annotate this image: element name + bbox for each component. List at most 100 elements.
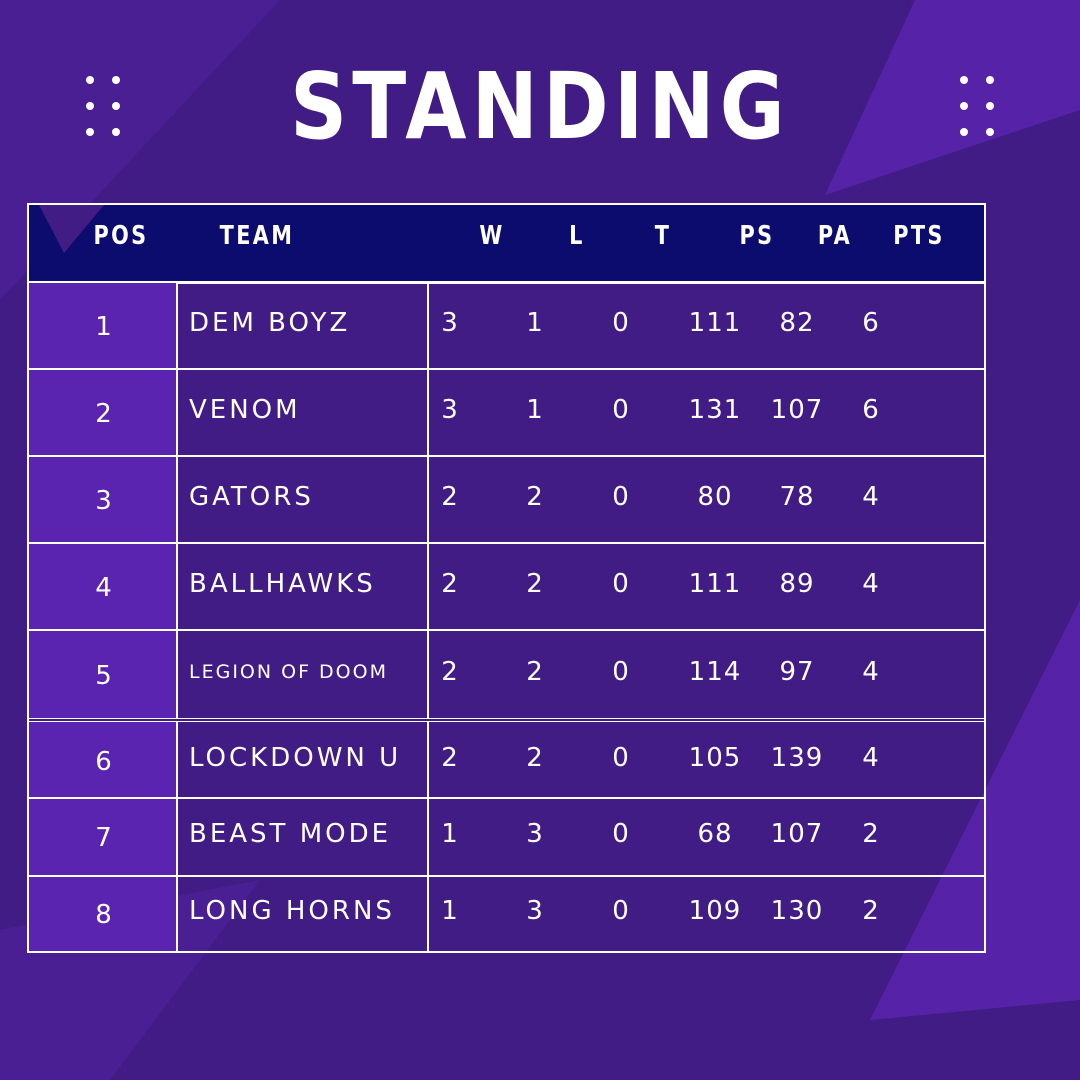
header-notch-shape [29, 205, 139, 253]
team-name-cell: BALLHAWKS [189, 569, 376, 599]
position-cell: 3 [95, 486, 113, 516]
position-cell: 4 [95, 573, 113, 603]
pa-cell: 82 [779, 308, 815, 338]
position-cell-background [29, 283, 176, 368]
position-cell-background [29, 722, 176, 797]
l-cell: 2 [526, 569, 544, 599]
team-name-cell: LEGION OF DOOM [189, 661, 388, 683]
position-cell: 1 [95, 312, 113, 342]
pts-cell: 4 [862, 569, 880, 599]
pts-cell: 2 [862, 896, 880, 926]
ps-cell: 114 [688, 657, 742, 687]
w-cell: 2 [441, 482, 459, 512]
w-cell: 2 [441, 657, 459, 687]
column-divider [176, 544, 178, 629]
position-cell-background [29, 877, 176, 951]
table-row: 6 LOCKDOWN U 2 2 0 105 139 4 [29, 718, 984, 797]
bg-triangle-bottom-right [870, 600, 1080, 1020]
column-divider [176, 370, 178, 455]
column-header-pts: PTS [893, 221, 945, 251]
position-cell: 2 [95, 399, 113, 429]
table-header: POS TEAM W L T PS PA PTS [29, 205, 984, 284]
ps-cell: 68 [697, 819, 733, 849]
pa-cell: 107 [770, 395, 824, 425]
l-cell: 1 [526, 308, 544, 338]
ps-cell: 111 [688, 569, 742, 599]
column-header-pos: POS [93, 221, 149, 251]
l-cell: 3 [526, 819, 544, 849]
t-cell: 0 [612, 395, 630, 425]
position-cell: 8 [95, 900, 113, 930]
column-divider [176, 631, 178, 718]
w-cell: 3 [441, 308, 459, 338]
column-divider [427, 631, 429, 718]
pts-cell: 4 [862, 657, 880, 687]
team-name-cell: LOCKDOWN U [189, 743, 402, 773]
team-name-cell: BEAST MODE [189, 819, 392, 849]
pts-cell: 2 [862, 819, 880, 849]
ps-cell: 109 [688, 896, 742, 926]
pa-cell: 89 [779, 569, 815, 599]
w-cell: 1 [441, 896, 459, 926]
column-header-team: TEAM [219, 221, 295, 251]
column-header-pa: PA [817, 221, 853, 251]
column-divider [427, 370, 429, 455]
l-cell: 2 [526, 482, 544, 512]
l-cell: 2 [526, 743, 544, 773]
column-divider [427, 457, 429, 542]
t-cell: 0 [612, 743, 630, 773]
column-divider [427, 544, 429, 629]
ps-cell: 105 [688, 743, 742, 773]
pts-cell: 6 [862, 308, 880, 338]
table-row: 4 BALLHAWKS 2 2 0 111 89 4 [29, 542, 984, 629]
position-cell-background [29, 370, 176, 455]
column-divider [427, 877, 429, 951]
pa-cell: 107 [770, 819, 824, 849]
t-cell: 0 [612, 482, 630, 512]
table-row: 8 LONG HORNS 1 3 0 109 130 2 [29, 875, 984, 951]
column-divider [176, 283, 178, 368]
column-header-t: T [654, 221, 672, 251]
position-cell: 7 [95, 823, 113, 853]
position-cell-background [29, 799, 176, 875]
table-row: 2 VENOM 3 1 0 131 107 6 [29, 368, 984, 455]
column-divider [427, 283, 429, 368]
column-divider [427, 722, 429, 797]
t-cell: 0 [612, 657, 630, 687]
l-cell: 3 [526, 896, 544, 926]
w-cell: 2 [441, 743, 459, 773]
column-divider [427, 799, 429, 875]
position-cell-background [29, 631, 176, 718]
column-header-w: W [479, 221, 505, 251]
t-cell: 0 [612, 819, 630, 849]
pts-cell: 4 [862, 482, 880, 512]
l-cell: 1 [526, 395, 544, 425]
ps-cell: 111 [688, 308, 742, 338]
position-cell-background [29, 457, 176, 542]
position-cell: 6 [95, 747, 113, 777]
team-name-cell: LONG HORNS [189, 896, 395, 926]
pa-cell: 78 [779, 482, 815, 512]
page-title: STANDING [290, 53, 790, 160]
t-cell: 0 [612, 308, 630, 338]
table-row: 7 BEAST MODE 1 3 0 68 107 2 [29, 797, 984, 875]
ps-cell: 80 [697, 482, 733, 512]
pa-cell: 97 [779, 657, 815, 687]
dots-decoration-left [86, 76, 126, 136]
team-name-cell: VENOM [189, 395, 301, 425]
team-name-cell: DEM BOYZ [189, 308, 351, 338]
dots-decoration-right [960, 76, 1000, 136]
table-row: 5 LEGION OF DOOM 2 2 0 114 97 4 [29, 629, 984, 718]
w-cell: 1 [441, 819, 459, 849]
column-header-ps: PS [739, 221, 775, 251]
w-cell: 2 [441, 569, 459, 599]
column-divider [176, 877, 178, 951]
position-cell-background [29, 544, 176, 629]
pts-cell: 4 [862, 743, 880, 773]
pa-cell: 139 [770, 743, 824, 773]
team-name-cell: GATORS [189, 482, 314, 512]
l-cell: 2 [526, 657, 544, 687]
bg-triangle-top-right [825, 0, 1080, 195]
table-row: 1 DEM BOYZ 3 1 0 111 82 6 [29, 281, 984, 368]
pa-cell: 130 [770, 896, 824, 926]
